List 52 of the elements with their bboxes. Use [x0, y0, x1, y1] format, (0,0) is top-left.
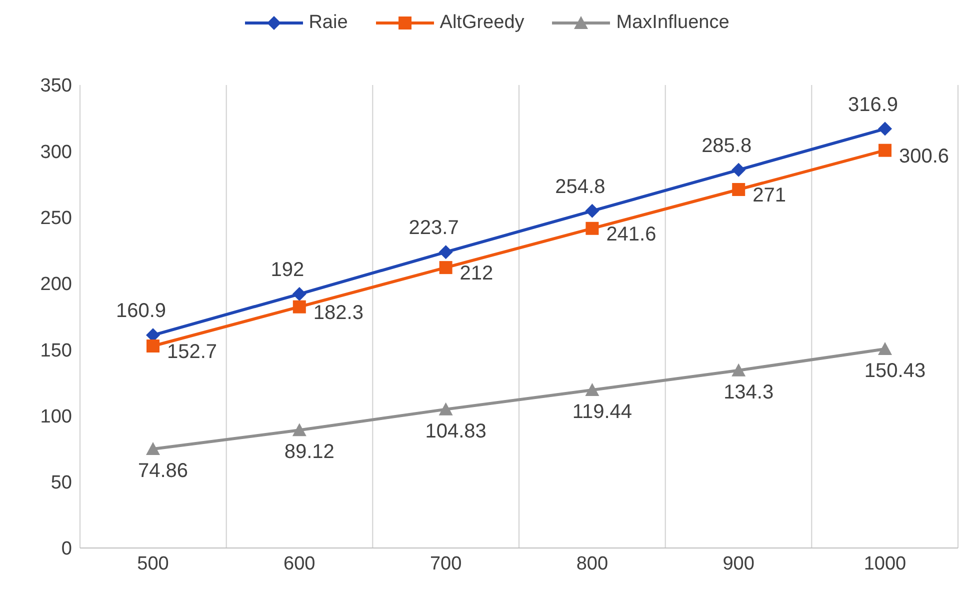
- point: [732, 363, 746, 376]
- data-label: 152.7: [167, 341, 218, 363]
- x-tick-label: 900: [722, 553, 754, 574]
- y-tick-label: 300: [40, 142, 72, 163]
- data-label: 160.9: [116, 300, 166, 322]
- x-tick-label: 700: [430, 553, 462, 574]
- x-tick-label: 1000: [864, 553, 906, 574]
- legend-label: Raie: [308, 12, 348, 34]
- data-label: 316.9: [848, 94, 898, 116]
- y-tick-label: 0: [61, 538, 72, 560]
- point: [292, 300, 306, 314]
- data-label: 300.6: [899, 145, 950, 168]
- point: [878, 122, 892, 136]
- data-label: 254.8: [555, 176, 606, 198]
- point: [732, 183, 746, 196]
- point: [586, 222, 599, 235]
- data-label: 119.44: [572, 401, 632, 423]
- data-label: 241.6: [606, 223, 656, 246]
- x-tick-label: 500: [137, 553, 169, 574]
- point: [146, 442, 160, 455]
- data-label: 182.3: [313, 302, 364, 324]
- data-label: 104.83: [425, 420, 486, 442]
- y-tick-label: 350: [40, 76, 72, 97]
- legend-label: AltGreedy: [438, 12, 524, 34]
- point: [438, 402, 453, 416]
- point: [732, 162, 746, 177]
- data-label: 223.7: [408, 217, 459, 240]
- point: [292, 423, 306, 436]
- point: [439, 261, 452, 274]
- point: [438, 245, 453, 260]
- y-tick-label: 200: [40, 274, 72, 296]
- y-tick-label: 250: [40, 208, 72, 230]
- y-tick-label: 100: [40, 406, 72, 428]
- point: [878, 144, 892, 157]
- y-tick-label: 50: [50, 472, 72, 494]
- point: [585, 204, 600, 218]
- legend-label: MaxInfluence: [615, 12, 730, 34]
- data-label: 89.12: [284, 441, 334, 464]
- data-label: 134.3: [724, 381, 774, 404]
- x-tick-label: 600: [284, 553, 316, 574]
- point: [292, 287, 306, 302]
- y-tick-label: 150: [40, 340, 72, 362]
- data-label: 150.43: [864, 360, 926, 382]
- point: [878, 342, 892, 356]
- data-label: 74.86: [138, 460, 188, 482]
- data-label: 271: [752, 184, 786, 207]
- point: [146, 340, 160, 352]
- data-label: 285.8: [702, 134, 752, 157]
- data-label: 192: [270, 259, 304, 282]
- point: [585, 383, 600, 396]
- x-tick-label: 800: [576, 553, 608, 574]
- data-label: 212: [460, 262, 494, 285]
